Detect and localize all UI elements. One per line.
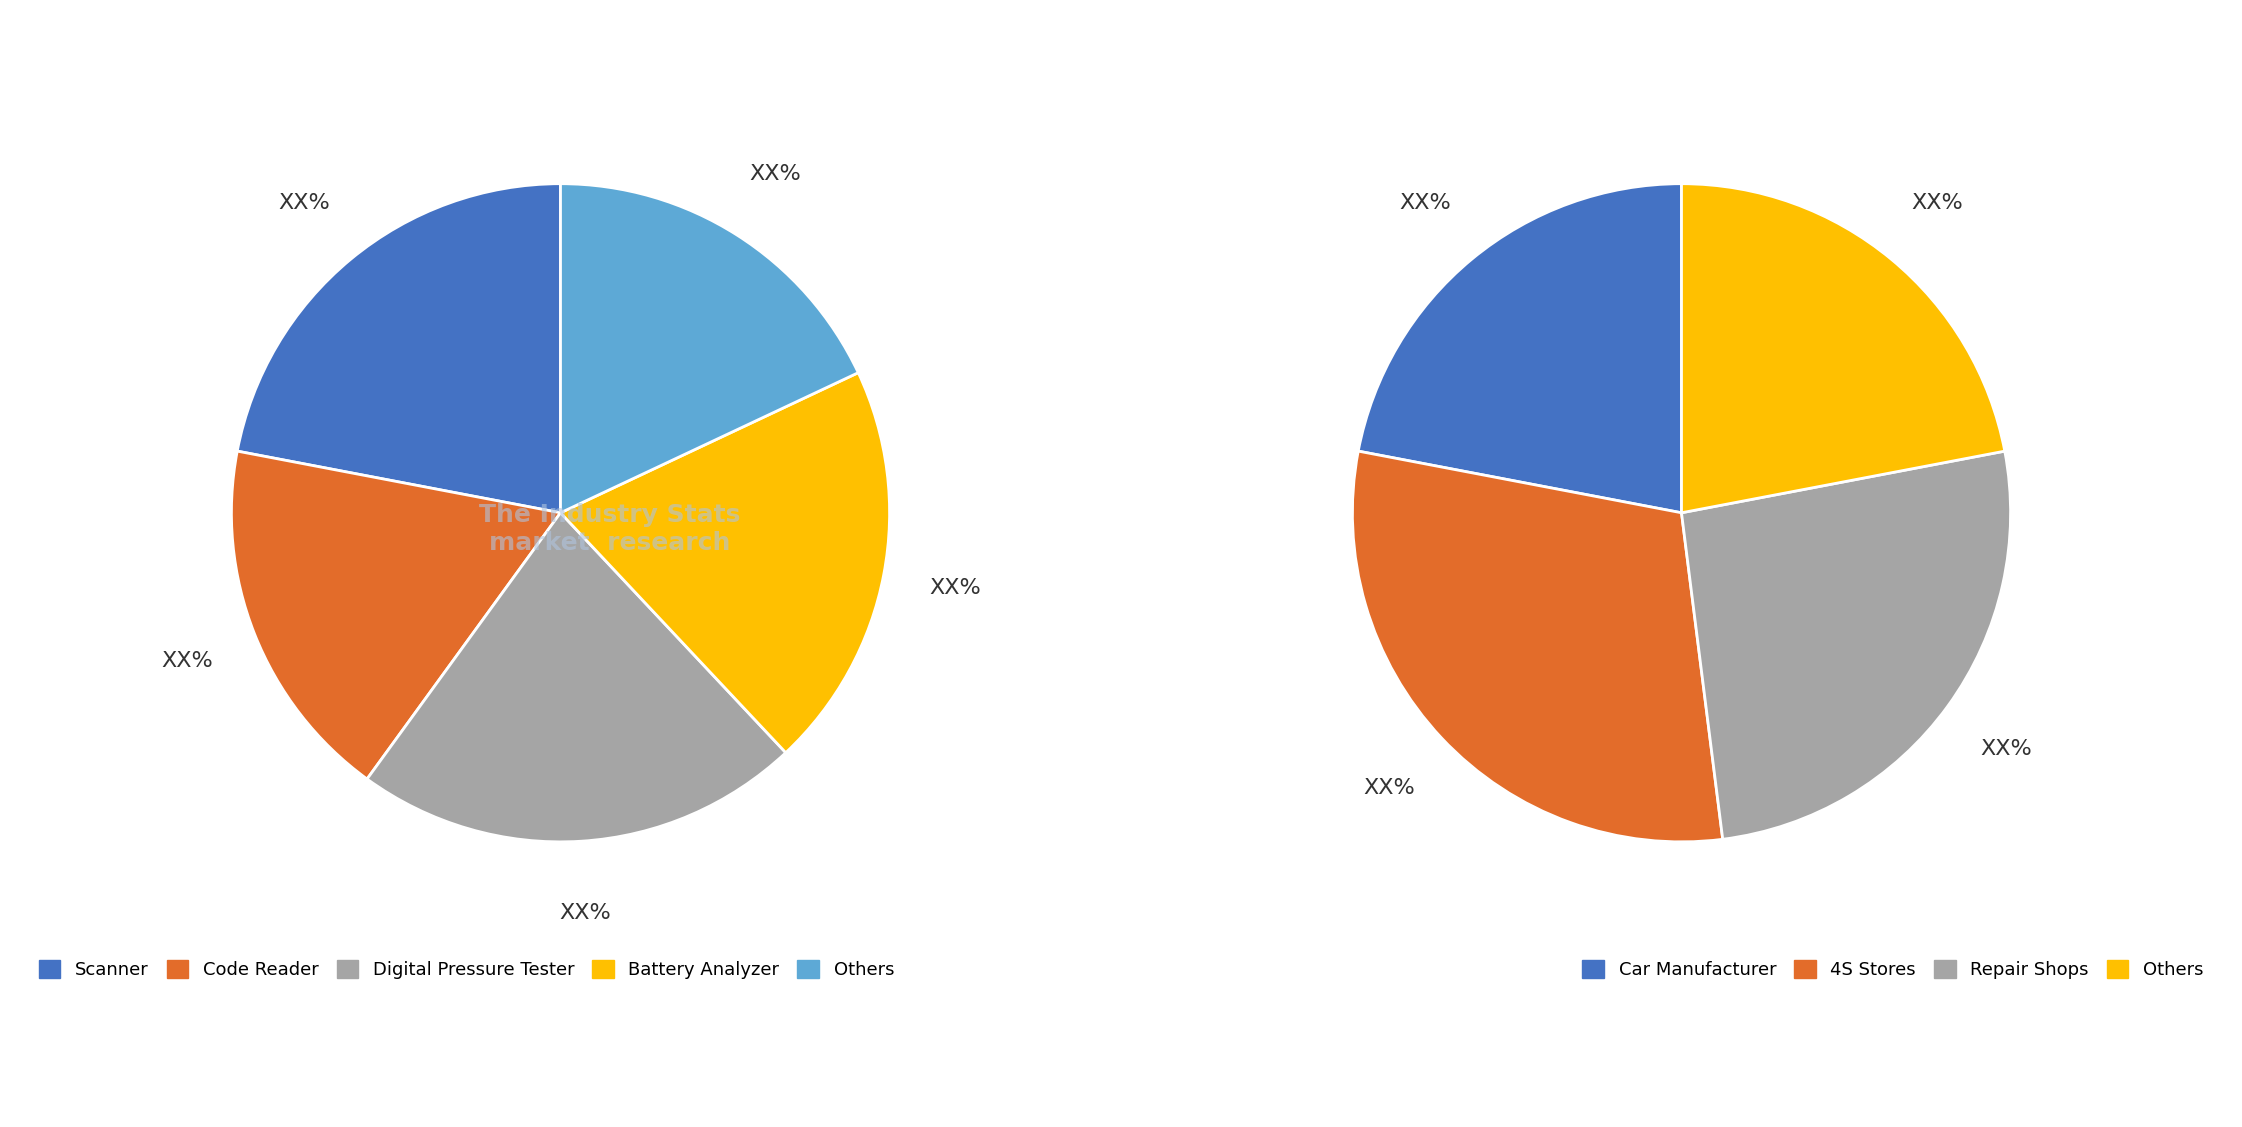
Wedge shape xyxy=(1359,184,1682,513)
Wedge shape xyxy=(368,513,785,842)
Text: Source: Theindustrystats Analysis: Source: Theindustrystats Analysis xyxy=(22,1067,397,1085)
Text: XX%: XX% xyxy=(749,163,800,184)
Text: XX%: XX% xyxy=(1363,778,1415,798)
Text: XX%: XX% xyxy=(278,194,330,213)
Text: XX%: XX% xyxy=(1399,194,1451,213)
Text: XX%: XX% xyxy=(928,578,980,598)
Wedge shape xyxy=(560,184,859,513)
Text: The Industry Stats
market  research: The Industry Stats market research xyxy=(480,504,740,556)
Wedge shape xyxy=(560,373,890,753)
Wedge shape xyxy=(1682,184,2004,513)
Wedge shape xyxy=(231,451,560,779)
Text: XX%: XX% xyxy=(1980,739,2031,758)
Text: Fig. Global Automotive Diagnostics Scan Tools Market Share by Product Types & Ap: Fig. Global Automotive Diagnostics Scan … xyxy=(27,36,1612,65)
Text: XX%: XX% xyxy=(560,904,612,923)
Text: XX%: XX% xyxy=(1912,194,1964,213)
Wedge shape xyxy=(1352,451,1722,842)
Wedge shape xyxy=(238,184,560,513)
Text: XX%: XX% xyxy=(161,650,213,671)
Text: Email: sales@theindustrystats.com: Email: sales@theindustrystats.com xyxy=(928,1067,1314,1085)
Text: Website: www.theindustrystats.com: Website: www.theindustrystats.com xyxy=(1821,1067,2220,1085)
Wedge shape xyxy=(1682,451,2011,840)
Legend: Car Manufacturer, 4S Stores, Repair Shops, Others: Car Manufacturer, 4S Stores, Repair Shop… xyxy=(1576,952,2211,986)
